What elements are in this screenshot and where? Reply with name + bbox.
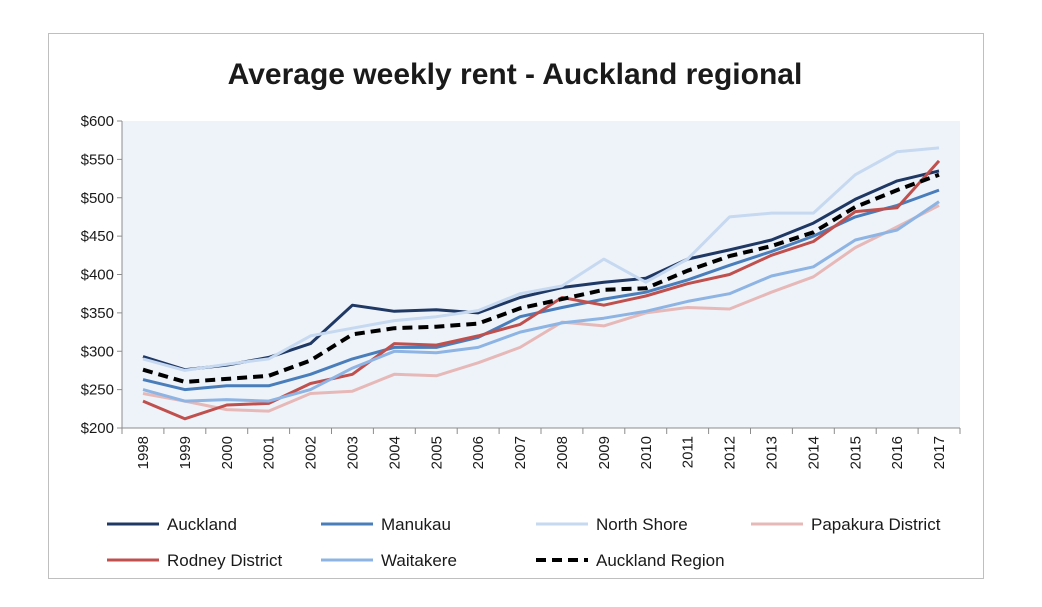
legend-label-rodney-district: Rodney District: [167, 551, 283, 570]
x-tick-label: 2016: [889, 436, 906, 469]
series-layer: [142, 146, 941, 421]
y-tick-label: $200: [81, 420, 114, 437]
line-chart: Average weekly rent - Auckland regional …: [81, 58, 961, 570]
legend: Auckland Manukau North Shore Papakura Distr…: [107, 515, 941, 570]
x-tick-label: 2000: [219, 436, 236, 469]
series-line-waitakere: [142, 200, 940, 403]
x-tick-label: 2011: [680, 436, 697, 468]
x-tick-label: 2010: [638, 436, 655, 469]
axes: $200 $250 $300 $350 $400 $450 $500 $550 $600 1998…: [81, 113, 961, 469]
y-tick-label: $600: [81, 113, 114, 130]
x-tick-label: 2004: [386, 436, 403, 469]
legend-label-auckland: Auckland: [167, 515, 237, 534]
y-tick-label: $550: [81, 151, 114, 168]
legend-label-auckland-region: Auckland Region: [596, 551, 725, 570]
series-line-auckland-region: [142, 172, 940, 384]
series-line-papakura-district: [142, 204, 940, 413]
x-tick-label: 2009: [596, 436, 613, 469]
chart-frame: Average weekly rent - Auckland regional …: [48, 33, 984, 579]
x-tick-label: 2005: [428, 436, 445, 469]
x-tick-label: 2006: [470, 436, 487, 469]
x-tick-label: 2014: [805, 436, 822, 469]
x-tick-label: 2013: [763, 436, 780, 469]
x-tick-label: 2012: [722, 436, 739, 469]
x-tick-label: 2007: [512, 436, 529, 469]
x-tick-label: 2015: [847, 436, 864, 469]
x-tick-label: 2008: [554, 436, 571, 469]
x-tick-label: 1999: [177, 436, 194, 469]
legend-label-manukau: Manukau: [381, 515, 451, 534]
legend-label-waitakere: Waitakere: [381, 551, 457, 570]
x-tick-label: 2002: [303, 436, 320, 469]
series-line-north-shore: [142, 146, 940, 372]
x-tick-label: 1998: [135, 436, 152, 469]
x-tick-label: 2017: [931, 436, 948, 469]
plot-area: [122, 121, 960, 428]
y-tick-label: $500: [81, 190, 114, 207]
legend-label-papakura-district: Papakura District: [811, 515, 941, 534]
y-tick-label: $350: [81, 305, 114, 322]
y-tick-label: $450: [81, 228, 114, 245]
y-tick-label: $300: [81, 343, 114, 360]
chart-title: Average weekly rent - Auckland regional: [228, 58, 803, 91]
y-tick-label: $400: [81, 267, 114, 284]
legend-label-north-shore: North Shore: [596, 515, 688, 534]
x-tick-label: 2001: [261, 436, 278, 469]
y-tick-label: $250: [81, 382, 114, 399]
x-tick-label: 2003: [344, 436, 361, 469]
